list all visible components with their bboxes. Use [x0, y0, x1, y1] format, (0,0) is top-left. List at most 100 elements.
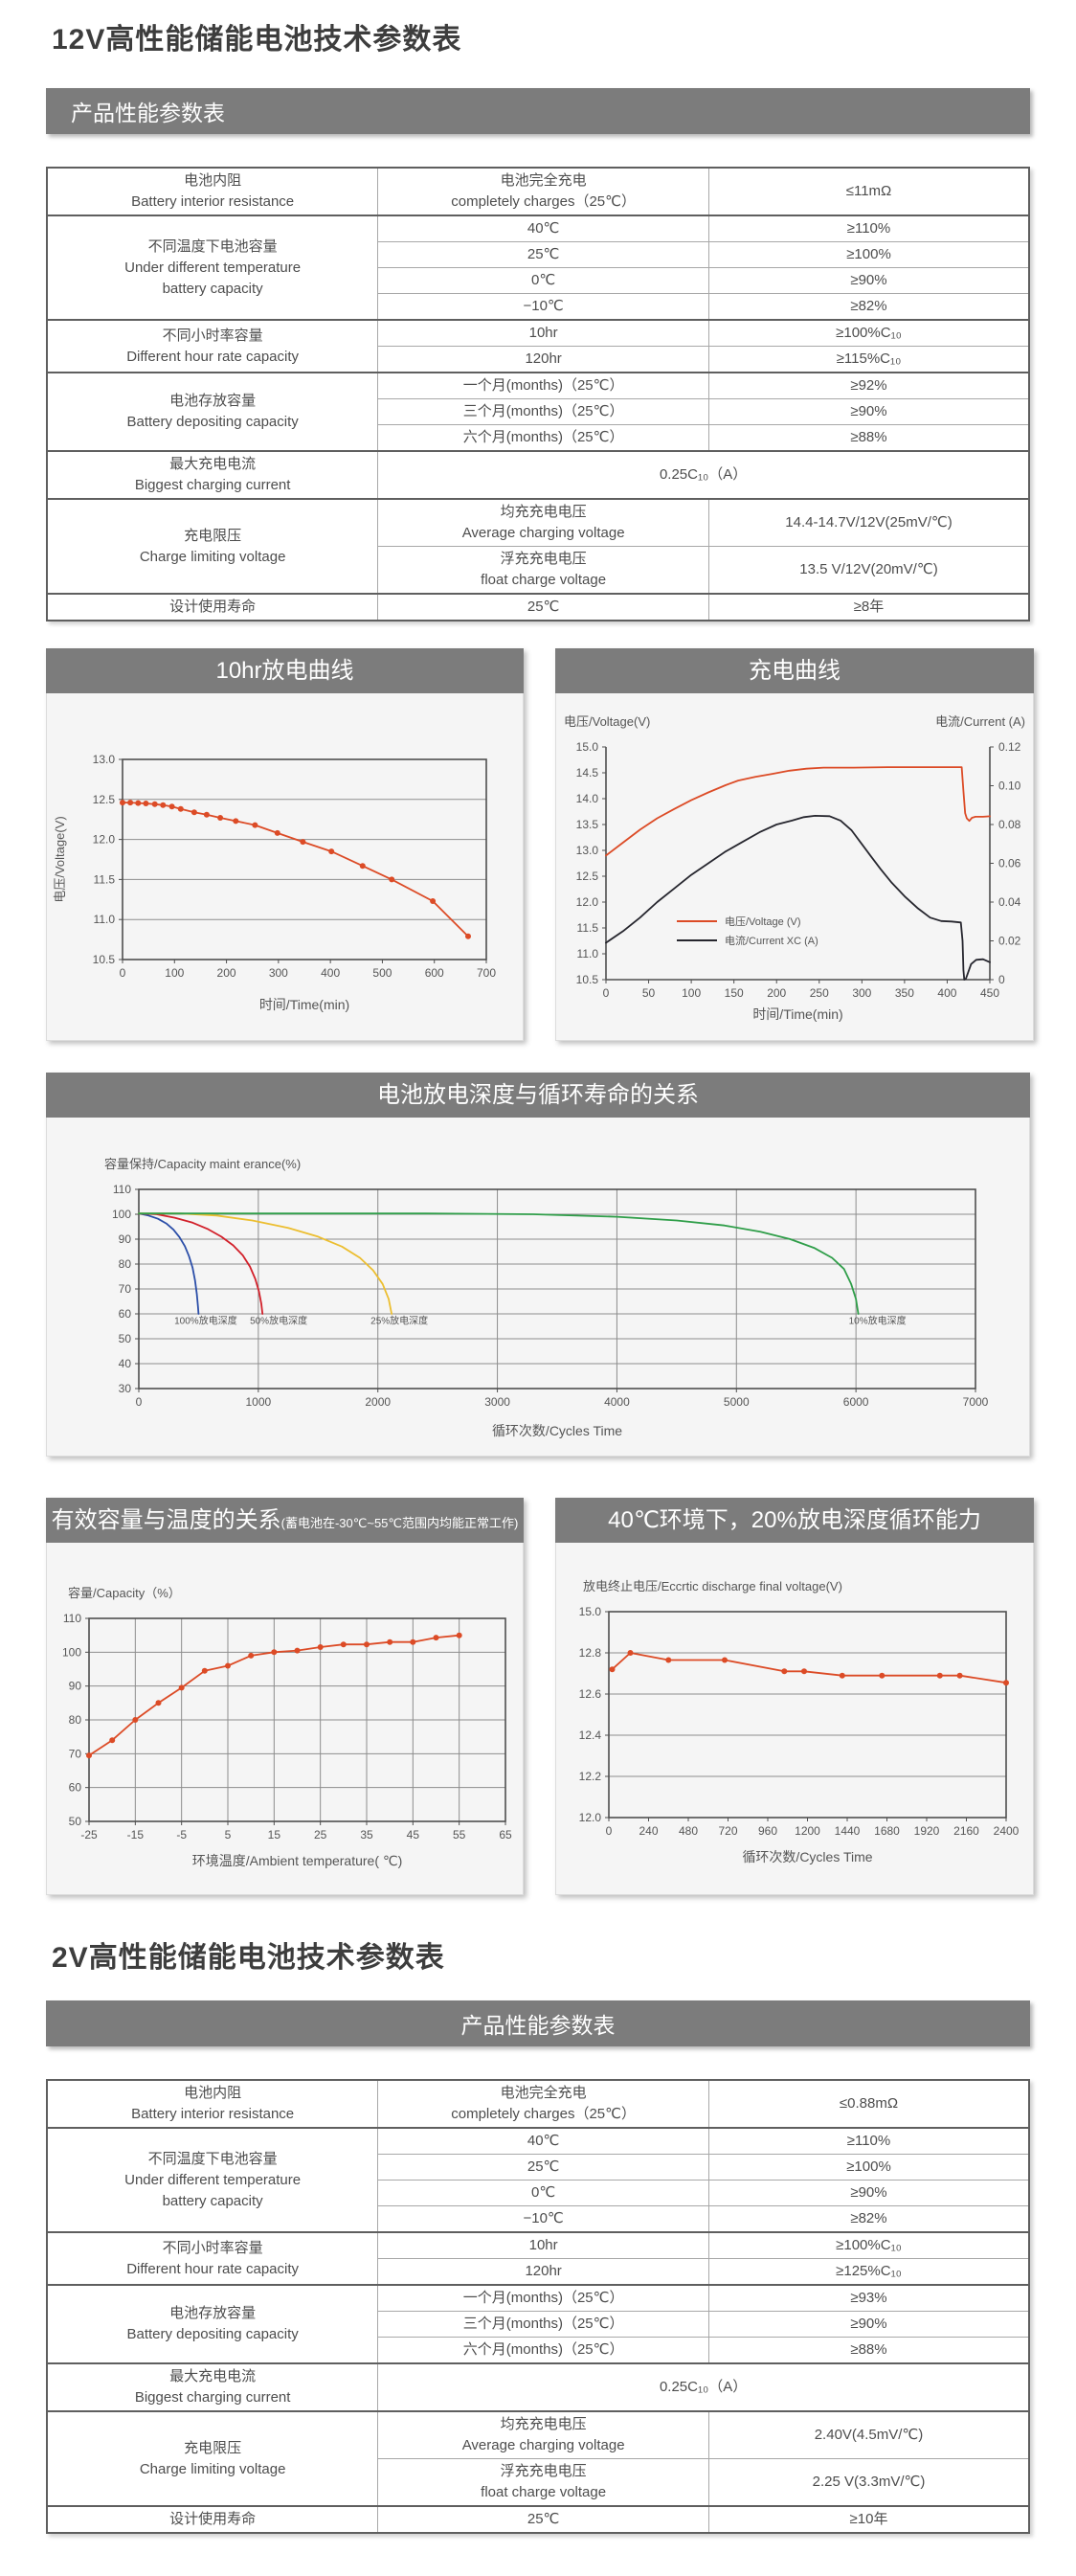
table-cell: ≥88% — [708, 2337, 1030, 2364]
svg-text:时间/Time(min): 时间/Time(min) — [259, 997, 349, 1012]
chart-title: 10hr放电曲线 — [215, 658, 354, 684]
svg-text:-15: -15 — [127, 1828, 145, 1842]
svg-text:0.06: 0.06 — [998, 857, 1021, 870]
table-row: 0℃ ≥90% — [47, 2180, 1030, 2206]
svg-text:0: 0 — [120, 966, 126, 980]
table-cell: 0.25C₁₀（A） — [377, 450, 1030, 500]
svg-text:100%放电深度: 100%放电深度 — [174, 1314, 237, 1326]
svg-text:30: 30 — [119, 1382, 132, 1395]
svg-text:960: 960 — [758, 1824, 777, 1838]
table-cell: 10hr — [377, 2231, 709, 2259]
table-cell: 充电限压 Charge limiting voltage — [46, 498, 379, 595]
table-cell: 电池完全充电 completely charges（25℃） — [377, 2079, 709, 2129]
table-cell: 不同温度下电池容量 Under different temperature ba… — [46, 215, 379, 321]
svg-text:12.4: 12.4 — [579, 1729, 602, 1742]
svg-text:500: 500 — [372, 966, 392, 980]
svg-text:0: 0 — [606, 1824, 613, 1838]
svg-text:11.5: 11.5 — [577, 921, 599, 935]
svg-text:80: 80 — [119, 1257, 132, 1271]
svg-text:13.0: 13.0 — [576, 844, 599, 857]
svg-text:70: 70 — [69, 1747, 82, 1760]
table-cell: 120hr — [377, 346, 709, 373]
banner-label: 产品性能参数表 — [460, 2013, 616, 2038]
svg-text:100: 100 — [112, 1208, 131, 1221]
svg-text:60: 60 — [69, 1781, 82, 1795]
table-cell: ≥88% — [708, 424, 1030, 452]
table-row: 设计使用寿命 25℃ ≥10年 — [46, 2505, 1030, 2534]
svg-text:25%放电深度: 25%放电深度 — [370, 1314, 428, 1326]
svg-text:350: 350 — [895, 986, 914, 1000]
table-cell: 最大充电电流 Biggest charging current — [46, 2362, 379, 2412]
svg-text:0.02: 0.02 — [998, 935, 1021, 948]
banner-product-params-2v: 产品性能参数表 — [46, 2000, 1030, 2046]
svg-text:450: 450 — [980, 986, 999, 1000]
svg-text:11.0: 11.0 — [577, 947, 599, 960]
svg-text:5000: 5000 — [724, 1395, 750, 1409]
svg-text:100: 100 — [165, 966, 184, 980]
svg-text:电压/Voltage(V): 电压/Voltage(V) — [53, 816, 67, 902]
table-cell: ≥10年 — [708, 2505, 1030, 2534]
svg-text:50: 50 — [119, 1332, 132, 1345]
banner-product-params-12v: 产品性能参数表 — [46, 88, 1030, 134]
svg-text:400: 400 — [321, 966, 340, 980]
10hr-discharge-curve-svg: 0 100 200 300 400 500 600 700 10.5 11.0 11.5 12.0 12… — [53, 753, 496, 1012]
svg-text:240: 240 — [639, 1824, 658, 1838]
table-row: 六个月(months)（25℃） ≥88% — [47, 2337, 1030, 2364]
svg-text:600: 600 — [425, 966, 444, 980]
table-cell: ≥90% — [708, 398, 1030, 425]
section-title-2v: 2V高性能储能电池技术参数表 — [52, 1942, 445, 1974]
svg-text:0: 0 — [998, 973, 1005, 986]
table-row: 电池内阻 Battery interior resistance 电池完全充电 c… — [46, 167, 1030, 216]
svg-text:容量保持/Capacity maint erance(%): 容量保持/Capacity maint erance(%) — [104, 1157, 301, 1171]
table-row: 25℃ ≥100% — [47, 241, 1030, 268]
table-cell: 充电限压 Charge limiting voltage — [46, 2410, 379, 2507]
svg-text:250: 250 — [810, 986, 829, 1000]
table-cell: 电池内阻 Battery interior resistance — [46, 167, 379, 216]
table-row: 电池存放容量 Battery depositing capacity 一个月(mo… — [46, 372, 1030, 452]
chart-title-bar: 有效容量与温度的关系(蓄电池在-30℃~55℃范围内均能正常工作) — [46, 1498, 524, 1543]
table-cell: ≥110% — [708, 215, 1030, 242]
table-cell: 14.4-14.7V/12V(25mV/℃) — [708, 498, 1030, 547]
table-cell: ≥100% — [708, 2154, 1030, 2181]
table-row: 浮充充电电压 float charge voltage 13.5 V/12V(20… — [47, 546, 1030, 595]
chart-title: 电池放电深度与循环寿命的关系 — [377, 1082, 699, 1108]
table-cell: 40℃ — [377, 2127, 709, 2155]
svg-text:1440: 1440 — [835, 1824, 861, 1838]
table-row: 充电限压 Charge limiting voltage 均充充电电压 Avera… — [46, 2410, 1030, 2507]
svg-text:100: 100 — [682, 986, 701, 1000]
svg-text:50: 50 — [69, 1815, 82, 1828]
table-cell: 25℃ — [377, 2505, 709, 2534]
svg-text:12.0: 12.0 — [579, 1811, 602, 1824]
table-cell: ≥110% — [708, 2127, 1030, 2155]
svg-text:100: 100 — [62, 1645, 81, 1659]
table-cell: 120hr — [377, 2258, 709, 2286]
table-cell: ≥82% — [708, 2205, 1030, 2233]
table-cell: ≤11mΩ — [708, 167, 1030, 216]
table-cell: 浮充充电电压 float charge voltage — [377, 2458, 709, 2507]
svg-text:15: 15 — [268, 1828, 281, 1842]
table-cell: 三个月(months)（25℃） — [377, 398, 709, 425]
svg-text:1680: 1680 — [874, 1824, 900, 1838]
chart-charge-curve: 0 50 100 150 200 250 300 350 400 450 10.5 11.0 11.5 1… — [556, 693, 1033, 1040]
table-row: 电池存放容量 Battery depositing capacity 一个月(mo… — [46, 2284, 1030, 2364]
spec-table-2v: 电池内阻 Battery interior resistance 电池完全充电 c… — [46, 2079, 1030, 2534]
table-cell: 2.40V(4.5mV/℃) — [708, 2410, 1030, 2459]
svg-text:2400: 2400 — [994, 1824, 1020, 1838]
svg-text:放电终止电压/Eccrtic discharge final: 放电终止电压/Eccrtic discharge final voltage(V… — [583, 1579, 842, 1593]
svg-text:1200: 1200 — [795, 1824, 820, 1838]
table-cell: 一个月(months)（25℃） — [377, 372, 709, 399]
table-row: 不同小时率容量 Different hour rate capacity 10hr… — [46, 319, 1030, 373]
svg-text:0.12: 0.12 — [998, 740, 1021, 754]
table-cell: 2.25 V(3.3mV/℃) — [708, 2458, 1030, 2507]
svg-text:1000: 1000 — [246, 1395, 272, 1409]
chart-title: 有效容量与温度的关系 — [51, 1507, 281, 1533]
table-row: 最大充电电流 Biggest charging current 0.25C₁₀（A… — [46, 2362, 1030, 2412]
table-cell: ≥82% — [708, 293, 1030, 321]
svg-text:35: 35 — [360, 1828, 373, 1842]
svg-text:480: 480 — [679, 1824, 698, 1838]
svg-text:60: 60 — [119, 1307, 132, 1321]
svg-text:110: 110 — [63, 1612, 81, 1625]
chart-title-bar: 40℃环境下，20%放电深度循环能力 — [555, 1498, 1034, 1543]
table-cell: ≥90% — [708, 2311, 1030, 2338]
